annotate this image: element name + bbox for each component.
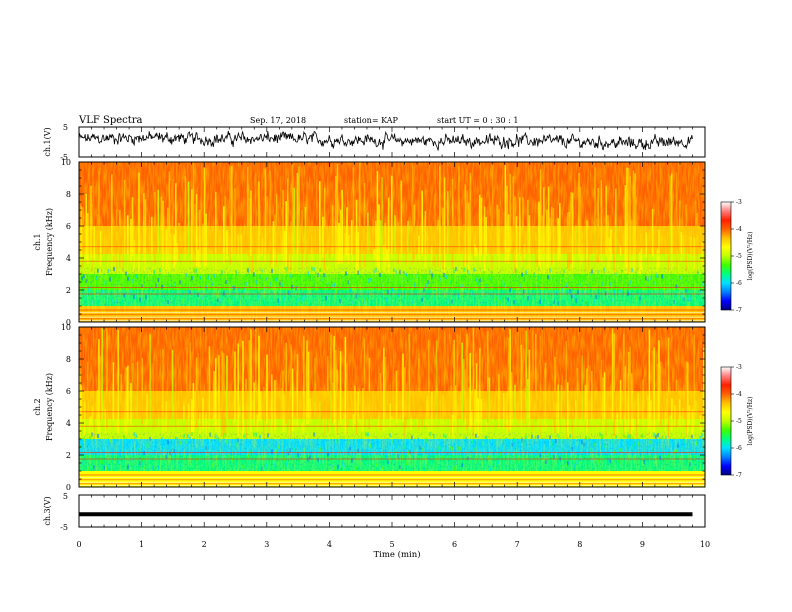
ch3-waveform-ylabel: ch.3(V) [43,496,52,525]
x-tick-label: 2 [202,540,207,549]
colorbar-tick-label: -3 [736,199,742,206]
colorbar-ch2: -3 -4 -5 -6 -7 log(PSD)(V²/Hz) [720,364,754,479]
x-tick-label: 7 [515,540,520,549]
ch1-waveform-panel: 5 -5 ch.1(V) [43,123,706,162]
x-tick-label: 0 [76,540,81,549]
ch2-spectrogram-ytick-label: 6 [66,387,71,396]
ch1-spectrogram-ytick-label: 6 [66,222,71,231]
colorbar-tick-label: -6 [736,445,742,452]
colorbar-tick-label: -6 [736,280,742,287]
ch1-waveform-line [78,130,693,151]
x-tick-label: 6 [452,540,457,549]
ch1-waveform-ylabel: ch.1(V) [43,127,52,156]
ch2-spectrogram-ytick-label: 0 [66,483,71,492]
ch2-spectrogram-panel: 10 8 6 4 2 0 ch.2 Frequency (kHz) [33,323,706,492]
ch1-spectrogram-ytick-label: 8 [66,190,71,199]
ch2-spectrogram-ytick-label: 4 [66,419,71,428]
colorbar-tick-label: -5 [736,418,742,425]
ch2-spec-ylabel-frequency: Frequency (kHz) [45,373,54,441]
ch2-spectrogram-ytick-label: 8 [66,355,71,364]
x-tick-label: 9 [640,540,645,549]
ch2-spectrogram-image [79,327,705,487]
ch1-ytick-top: 5 [63,123,68,132]
ch2-spec-ylabel-channel: ch.2 [33,398,42,415]
ch1-spectrogram-ytick-label: 10 [61,158,71,167]
x-tick-label: 5 [389,540,394,549]
colorbar-tick-label: -3 [736,364,742,371]
ch3-ytick-top: 5 [63,492,68,501]
x-axis-label: Time (min) [373,549,420,560]
colorbar-tick-label: -5 [736,253,742,260]
colorbar-tick-label: -7 [736,472,742,479]
ch1-ytick-bottom: -5 [60,153,68,162]
ch3-waveform-panel: 5 -5 ch.3(V) [43,492,706,532]
ch1-spec-ylabel-channel: ch.1 [33,233,42,250]
ch1-spectrogram-ytick-label: 0 [66,318,71,327]
colorbar-tick-label: -4 [736,391,742,398]
ch1-spectrogram-panel: 10 8 6 4 2 0 ch.1 Frequency (kHz) [33,158,706,327]
header-date: Sep. 17, 2018 [250,116,306,125]
x-tick-label: 3 [264,540,269,549]
x-tick-label: 8 [577,540,582,549]
ch1-spec-ylabel-frequency: Frequency (kHz) [45,208,54,276]
header-start-time: start UT = 0 : 30 : 1 [437,116,518,125]
ch2-spectrogram-ytick-label: 10 [61,323,71,332]
x-tick-label: 10 [700,540,710,549]
colorbar-ch1-label: log(PSD)(V²/Hz) [747,232,754,281]
x-tick-label: 1 [139,540,144,549]
ch1-spectrogram-ytick-label: 2 [66,286,71,295]
colorbar-tick-label: -4 [736,226,742,233]
figure-title: VLF Spectra [78,115,143,126]
ch3-ytick-bottom: -5 [60,523,68,532]
ch1-spectrogram-image [79,162,705,322]
x-tick-label: 4 [327,540,332,549]
ch2-spectrogram-ytick-label: 2 [66,451,71,460]
colorbar-ch1: -3 -4 -5 -6 -7 log(PSD)(V²/Hz) [720,199,754,314]
header-station: station= KAP [344,116,399,125]
ch1-spectrogram-ytick-label: 4 [66,254,71,263]
x-tick-labels: 0 1 2 3 4 5 6 7 8 9 10 [76,540,710,549]
colorbar-tick-label: -7 [736,307,742,314]
colorbar-ch2-label: log(PSD)(V²/Hz) [747,397,754,446]
